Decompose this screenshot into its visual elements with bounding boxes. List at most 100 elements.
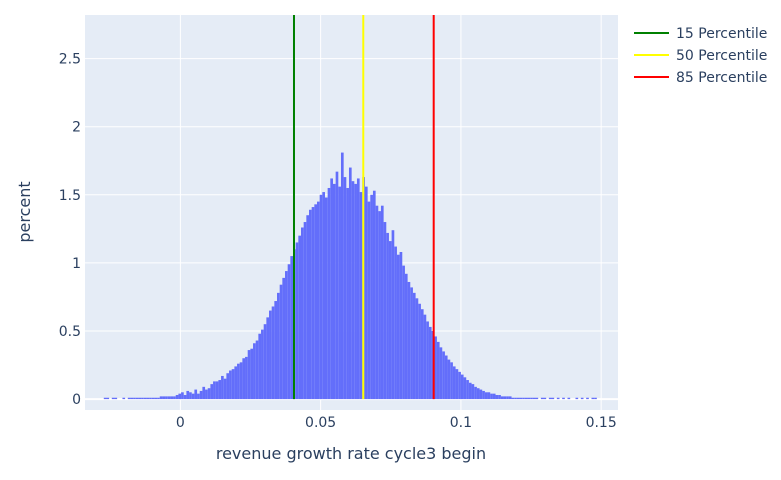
histogram-bar bbox=[356, 178, 360, 400]
histogram-bar bbox=[503, 396, 507, 400]
histogram-bar bbox=[487, 392, 491, 400]
histogram-bar bbox=[399, 252, 403, 400]
histogram-bar bbox=[396, 254, 400, 400]
histogram-bar bbox=[479, 389, 483, 400]
histogram-bar bbox=[548, 397, 552, 400]
histogram-bar bbox=[532, 397, 536, 400]
histogram-bar bbox=[519, 397, 523, 400]
x-tick-label: 0.15 bbox=[586, 415, 617, 431]
y-axis-ticks: 0 0.5 1 1.5 2 2.5 bbox=[59, 52, 81, 409]
histogram-bar bbox=[247, 350, 251, 400]
histogram-bar bbox=[130, 397, 134, 400]
histogram-bar bbox=[215, 381, 219, 400]
histogram-bar bbox=[476, 388, 480, 400]
histogram-bar bbox=[468, 382, 472, 400]
histogram-bar bbox=[138, 397, 142, 400]
histogram-bar bbox=[535, 397, 539, 400]
histogram-bar bbox=[434, 336, 437, 400]
histogram-bar bbox=[460, 374, 464, 400]
histogram-bar bbox=[324, 197, 328, 400]
histogram-bar bbox=[567, 397, 571, 400]
histogram-bar bbox=[239, 362, 243, 400]
histogram-bar bbox=[383, 222, 387, 400]
histogram-bar bbox=[343, 177, 347, 400]
histogram-bar bbox=[154, 397, 158, 400]
histogram-bar bbox=[181, 392, 184, 400]
histogram-bar bbox=[372, 190, 376, 400]
y-tick-label: 2.5 bbox=[59, 52, 81, 68]
histogram-bar bbox=[524, 397, 528, 400]
legend: 15 Percentile 50 Percentile 85 Percentile bbox=[634, 26, 767, 86]
histogram-bar bbox=[540, 397, 544, 400]
histogram-bar bbox=[319, 194, 323, 400]
legend-item[interactable]: 15 Percentile bbox=[634, 26, 767, 42]
histogram-bar bbox=[205, 389, 208, 400]
y-axis-label: percent bbox=[15, 181, 34, 242]
histogram-bar bbox=[415, 298, 419, 400]
histogram-bar bbox=[439, 347, 443, 400]
histogram-bar bbox=[586, 397, 589, 400]
histogram-bar bbox=[221, 375, 224, 400]
histogram-bar bbox=[194, 389, 198, 400]
histogram-bar bbox=[306, 215, 310, 400]
histogram-bar bbox=[159, 396, 163, 400]
histogram-bar bbox=[556, 397, 560, 400]
histogram-bar bbox=[106, 397, 110, 400]
percentile-lines bbox=[292, 15, 435, 400]
histogram-bar bbox=[175, 395, 179, 400]
histogram-bar bbox=[322, 192, 325, 400]
histogram-bar bbox=[450, 362, 453, 400]
histogram-bar bbox=[466, 380, 469, 400]
histogram-bar bbox=[580, 397, 584, 400]
histogram-bar bbox=[191, 393, 195, 400]
histogram-bar bbox=[338, 186, 341, 400]
histogram-bar bbox=[277, 292, 280, 400]
legend-item[interactable]: 85 Percentile bbox=[634, 70, 767, 86]
histogram-bar bbox=[263, 324, 267, 400]
histogram-bar bbox=[394, 246, 397, 400]
histogram-bar bbox=[442, 351, 445, 400]
histogram-bar bbox=[364, 186, 368, 400]
histogram-bar bbox=[114, 397, 118, 400]
histogram-bar bbox=[522, 397, 525, 400]
histogram-bar bbox=[127, 397, 131, 400]
histogram-bar bbox=[367, 201, 371, 400]
histogram-bar bbox=[490, 393, 493, 400]
histogram-bars bbox=[103, 152, 597, 400]
histogram-bar bbox=[436, 341, 440, 400]
legend-label: 50 Percentile bbox=[676, 48, 767, 64]
histogram-bar bbox=[311, 207, 315, 400]
histogram-bar bbox=[151, 397, 155, 400]
histogram-bar bbox=[141, 397, 144, 400]
histogram-bar bbox=[452, 366, 456, 400]
histogram-bar bbox=[301, 227, 304, 400]
histogram-bar bbox=[231, 369, 235, 400]
histogram-bar bbox=[165, 396, 168, 400]
histogram-bar bbox=[508, 396, 512, 400]
histogram-bar bbox=[500, 396, 504, 400]
histogram-bar bbox=[391, 230, 395, 400]
histogram-bar bbox=[178, 393, 182, 400]
histogram-bar bbox=[354, 183, 357, 400]
histogram-bar bbox=[303, 222, 307, 400]
histogram-bar bbox=[562, 397, 565, 400]
histogram-bar bbox=[210, 384, 214, 400]
histogram-bar bbox=[167, 396, 171, 400]
histogram-bar bbox=[135, 397, 139, 400]
x-tick-label: 0 bbox=[176, 415, 185, 431]
histogram-bar bbox=[388, 241, 392, 400]
histogram-bar bbox=[226, 373, 230, 400]
histogram-bar bbox=[575, 397, 579, 400]
histogram-bar bbox=[498, 395, 501, 400]
y-tick-label: 0.5 bbox=[59, 324, 81, 340]
histogram-bar bbox=[375, 205, 379, 400]
histogram-bar bbox=[111, 397, 115, 400]
histogram-bar bbox=[279, 284, 283, 400]
legend-item[interactable]: 50 Percentile bbox=[634, 48, 767, 64]
histogram-bar bbox=[351, 181, 355, 400]
histogram-bar bbox=[543, 397, 547, 400]
histogram-bar bbox=[218, 380, 222, 400]
histogram-bar bbox=[266, 317, 270, 400]
histogram-bar bbox=[428, 326, 432, 400]
